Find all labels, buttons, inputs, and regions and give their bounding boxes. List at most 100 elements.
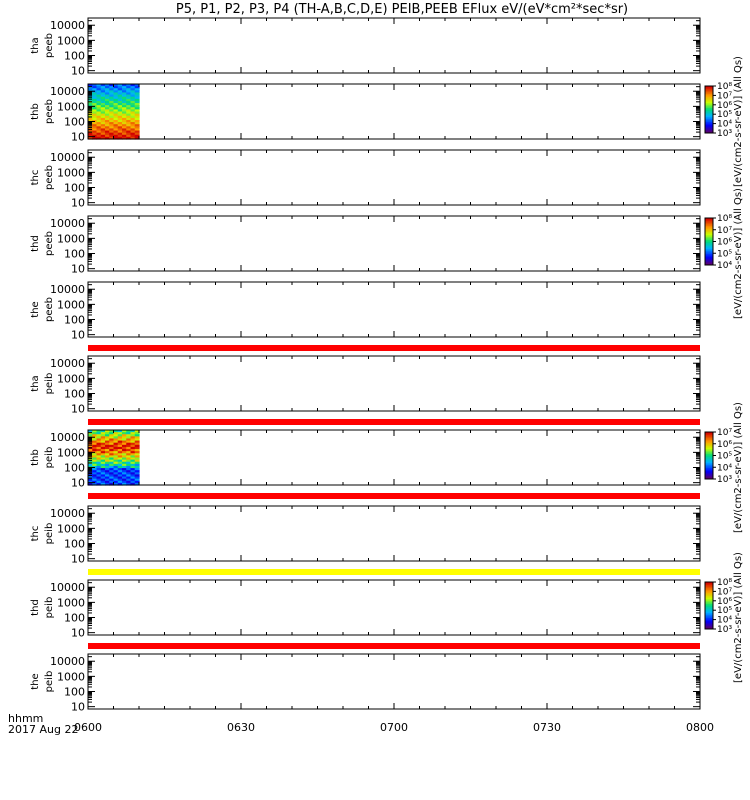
- spectrogram-cell: [109, 122, 115, 125]
- spectrogram-cell: [105, 107, 110, 110]
- colorbar-tick-label: 10⁵: [717, 452, 732, 462]
- spectrogram-cell: [96, 446, 102, 450]
- spectrogram-cell: [100, 124, 106, 127]
- spectrogram-cell: [113, 482, 119, 486]
- spectrogram-cell: [100, 438, 106, 442]
- spectrogram-cell: [117, 436, 123, 440]
- spectrogram-cell: [122, 470, 127, 473]
- spectrogram-cell: [113, 96, 119, 100]
- spectrogram-cell: [96, 440, 102, 444]
- spectrogram-cell: [126, 134, 132, 138]
- spectrogram-cell: [92, 98, 98, 102]
- spectrogram-cell: [96, 432, 102, 435]
- spectrogram-cell: [122, 434, 127, 437]
- spectrogram-cell: [109, 88, 115, 91]
- colorbar-segment: [705, 126, 713, 129]
- spectrogram-cell: [113, 88, 119, 91]
- colorbar-segment: [705, 255, 713, 258]
- spectrogram-cell: [92, 122, 98, 125]
- quality-flag-bar: [88, 643, 700, 649]
- spectrogram-cell: [96, 461, 102, 465]
- spectrogram-cell: [105, 480, 110, 484]
- spectrogram-cell: [96, 449, 102, 452]
- spectrogram-cell: [109, 103, 115, 106]
- spectrogram-cell: [105, 103, 110, 106]
- spectrogram-cell: [109, 124, 115, 127]
- spectrogram-cell: [134, 478, 140, 482]
- spectrogram-cell: [113, 122, 119, 125]
- chart-title: P5, P1, P2, P3, P4 (TH-A,B,C,D,E) PEIB,P…: [176, 2, 628, 17]
- spectrogram-cell: [96, 115, 102, 119]
- panel-thd-peeb: 10 100 1000 10000 thd peeb: [30, 215, 701, 276]
- spectrogram-cell: [92, 103, 98, 106]
- colorbar-segment: [705, 93, 713, 96]
- spectrogram-cell: [134, 117, 140, 121]
- spectrogram-cell: [122, 98, 127, 102]
- spectrogram-cell: [113, 111, 119, 115]
- spectrogram-cell: [100, 96, 106, 100]
- spectrogram-cell: [96, 476, 102, 480]
- spectrogram-cell: [122, 453, 127, 456]
- colorbar-segment: [705, 114, 713, 117]
- spectrogram-cell: [96, 124, 102, 127]
- spectrogram-cell: [113, 136, 119, 140]
- spectrogram-cell: [109, 461, 115, 465]
- spectrogram-cell: [109, 442, 115, 446]
- spectrogram-cell: [113, 90, 119, 94]
- spectrogram-cell: [100, 98, 106, 102]
- spectrogram-cell: [122, 440, 127, 444]
- spectrogram-cell: [122, 113, 127, 117]
- spectrogram-cell: [122, 444, 127, 448]
- spectrogram-cell: [109, 468, 115, 471]
- spectrogram-cell: [117, 119, 123, 123]
- spectrogram-cell: [105, 442, 110, 446]
- spectrogram-cell: [92, 84, 98, 87]
- colorbar-segment: [705, 103, 713, 106]
- spectrogram-cell: [96, 119, 102, 123]
- colorbar-tick-label: 10⁷: [717, 226, 732, 236]
- spectrogram-cell: [126, 86, 132, 89]
- colorbar-segment: [705, 107, 713, 110]
- panel-product-label: peib: [44, 447, 55, 469]
- colorbar-segment: [705, 243, 713, 246]
- spectrogram-cell: [113, 449, 119, 452]
- spectrogram-cell: [113, 472, 119, 476]
- colorbar-segment: [705, 589, 713, 592]
- colorbar-tick-label: 10⁶: [717, 440, 732, 450]
- spectrogram-cell: [113, 98, 119, 102]
- spectrogram-cell: [100, 105, 106, 108]
- panel-frame: [87, 653, 701, 710]
- spectrogram-cell: [96, 103, 102, 106]
- colorbar-segment: [705, 120, 713, 123]
- spectrogram-cell: [130, 126, 136, 130]
- spectrogram-cell: [113, 126, 119, 130]
- spectrogram-cell: [96, 465, 102, 469]
- spectrogram-cell: [113, 444, 119, 448]
- spectrogram-cell: [100, 463, 106, 467]
- panel-tha-peib: 10 100 1000 10000 tha peib: [30, 355, 701, 425]
- spectrogram-cell: [134, 457, 140, 461]
- spectrogram-cell: [105, 478, 110, 482]
- spectrogram-cell: [130, 459, 136, 463]
- spectrogram-cell: [113, 453, 119, 456]
- spectrogram-cell: [109, 446, 115, 450]
- spectrogram-cell: [134, 453, 140, 456]
- y-tick-label: 100: [64, 50, 85, 63]
- colorbar-segment: [705, 618, 713, 621]
- colorbar-segment: [705, 469, 713, 472]
- spectrogram-cell: [130, 480, 136, 484]
- spectrogram-cell: [100, 478, 106, 482]
- colorbar-segment: [705, 474, 713, 477]
- spectrogram-cell: [130, 432, 136, 435]
- spectrogram-cell: [109, 132, 115, 136]
- spectrogram-cell: [113, 430, 119, 433]
- y-tick-label: 10: [71, 627, 85, 640]
- colorbar-segment: [705, 252, 713, 255]
- spectrogram-cell: [88, 480, 93, 484]
- panel-tha-peeb: 10 100 1000 10000 tha peeb: [30, 17, 701, 78]
- spectrogram-cell: [126, 105, 132, 108]
- spectrogram-cell: [105, 109, 110, 113]
- spectrogram-cell: [126, 126, 132, 130]
